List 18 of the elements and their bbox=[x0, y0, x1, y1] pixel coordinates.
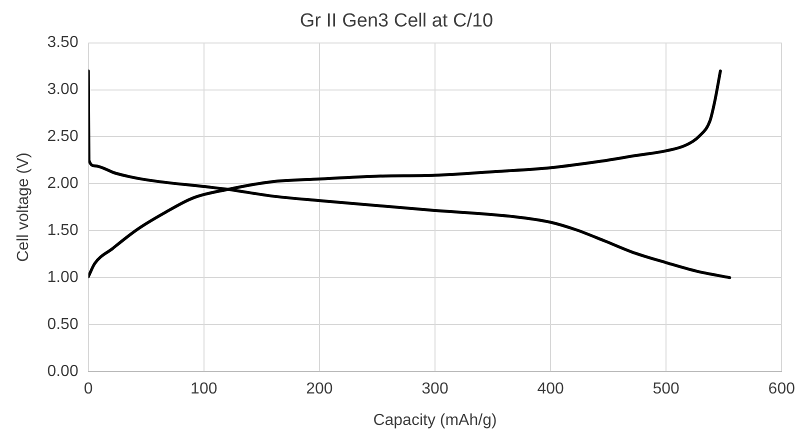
y-tick-label: 3.00 bbox=[47, 81, 78, 98]
x-tick-label: 200 bbox=[306, 380, 333, 398]
y-tick-label: 1.00 bbox=[47, 269, 78, 286]
x-axis-title: Capacity (mAh/g) bbox=[373, 412, 497, 429]
x-tick-label: 300 bbox=[422, 380, 448, 398]
x-tick-label: 0 bbox=[84, 380, 93, 398]
y-axis-title: Cell voltage (V) bbox=[15, 152, 32, 262]
y-tick-label: 2.50 bbox=[47, 128, 78, 146]
x-tick-label: 600 bbox=[768, 380, 796, 398]
y-tick-label: 1.50 bbox=[47, 222, 78, 240]
y-tick-label: 0.00 bbox=[47, 363, 78, 380]
y-tick-label: 3.50 bbox=[47, 34, 78, 52]
x-tick-label: 500 bbox=[652, 380, 680, 398]
x-tick-label: 400 bbox=[537, 380, 564, 398]
x-tick-label: 100 bbox=[190, 380, 218, 398]
y-tick-label: 0.50 bbox=[47, 316, 78, 334]
y-tick-label: 2.00 bbox=[47, 175, 78, 192]
chart-title: Gr II Gen3 Cell at C/10 bbox=[300, 10, 494, 32]
